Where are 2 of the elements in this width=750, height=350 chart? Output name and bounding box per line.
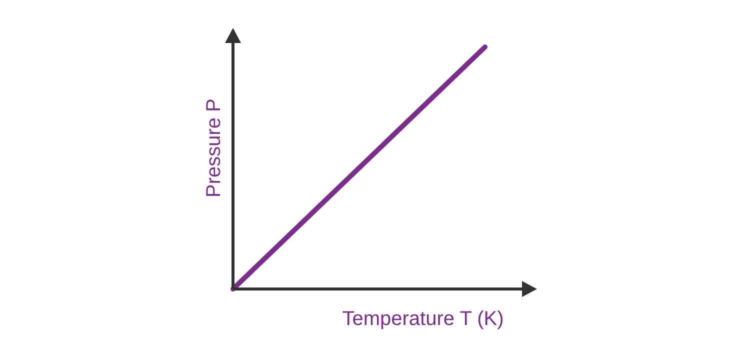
x-axis-title: Temperature T (K) xyxy=(342,308,504,330)
y-axis-title: Pressure P xyxy=(203,98,225,198)
